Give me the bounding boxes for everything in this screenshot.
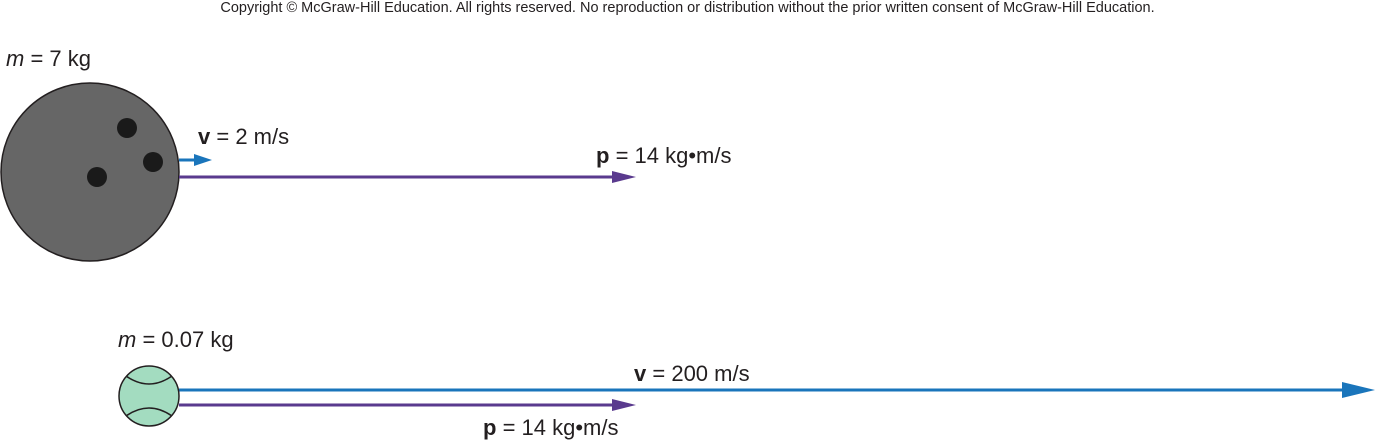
- bowling-ball: [0, 82, 180, 262]
- tennis-momentum-label: p = 14 kg•m/s: [483, 416, 619, 440]
- mass-symbol: m: [118, 327, 137, 352]
- momentum-symbol: p: [483, 415, 497, 440]
- momentum-value: = 14 kg•m/s: [615, 143, 732, 168]
- tennis-velocity-label: v = 200 m/s: [634, 362, 750, 386]
- tennis-seam: [125, 375, 173, 385]
- bowling-mass-label: m = 7 kg: [6, 47, 91, 71]
- bowling-momentum-arrow: [179, 171, 636, 183]
- bowling-momentum-label: p = 14 kg•m/s: [596, 144, 732, 168]
- tennis-ball-body: [118, 365, 180, 427]
- mass-value: = 0.07 kg: [142, 327, 234, 352]
- finger-hole: [143, 152, 163, 172]
- tennis-mass-label: m = 0.07 kg: [118, 328, 234, 352]
- velocity-value: = 2 m/s: [216, 124, 290, 149]
- finger-hole: [87, 167, 107, 187]
- mass-value: = 7 kg: [30, 46, 91, 71]
- finger-hole: [117, 118, 137, 138]
- tennis-ball: [118, 365, 180, 427]
- velocity-symbol: v: [198, 124, 211, 149]
- velocity-value: = 200 m/s: [652, 361, 750, 386]
- tennis-seam: [125, 407, 173, 417]
- momentum-symbol: p: [596, 143, 610, 168]
- momentum-value: = 14 kg•m/s: [502, 415, 619, 440]
- tennis-velocity-arrow: [179, 382, 1375, 398]
- tennis-momentum-arrow: [179, 399, 636, 411]
- bowling-velocity-label: v = 2 m/s: [198, 125, 289, 149]
- copyright-notice: Copyright © McGraw-Hill Education. All r…: [220, 0, 1155, 16]
- mass-symbol: m: [6, 46, 25, 71]
- bowling-velocity-arrow: [179, 154, 212, 166]
- velocity-symbol: v: [634, 361, 647, 386]
